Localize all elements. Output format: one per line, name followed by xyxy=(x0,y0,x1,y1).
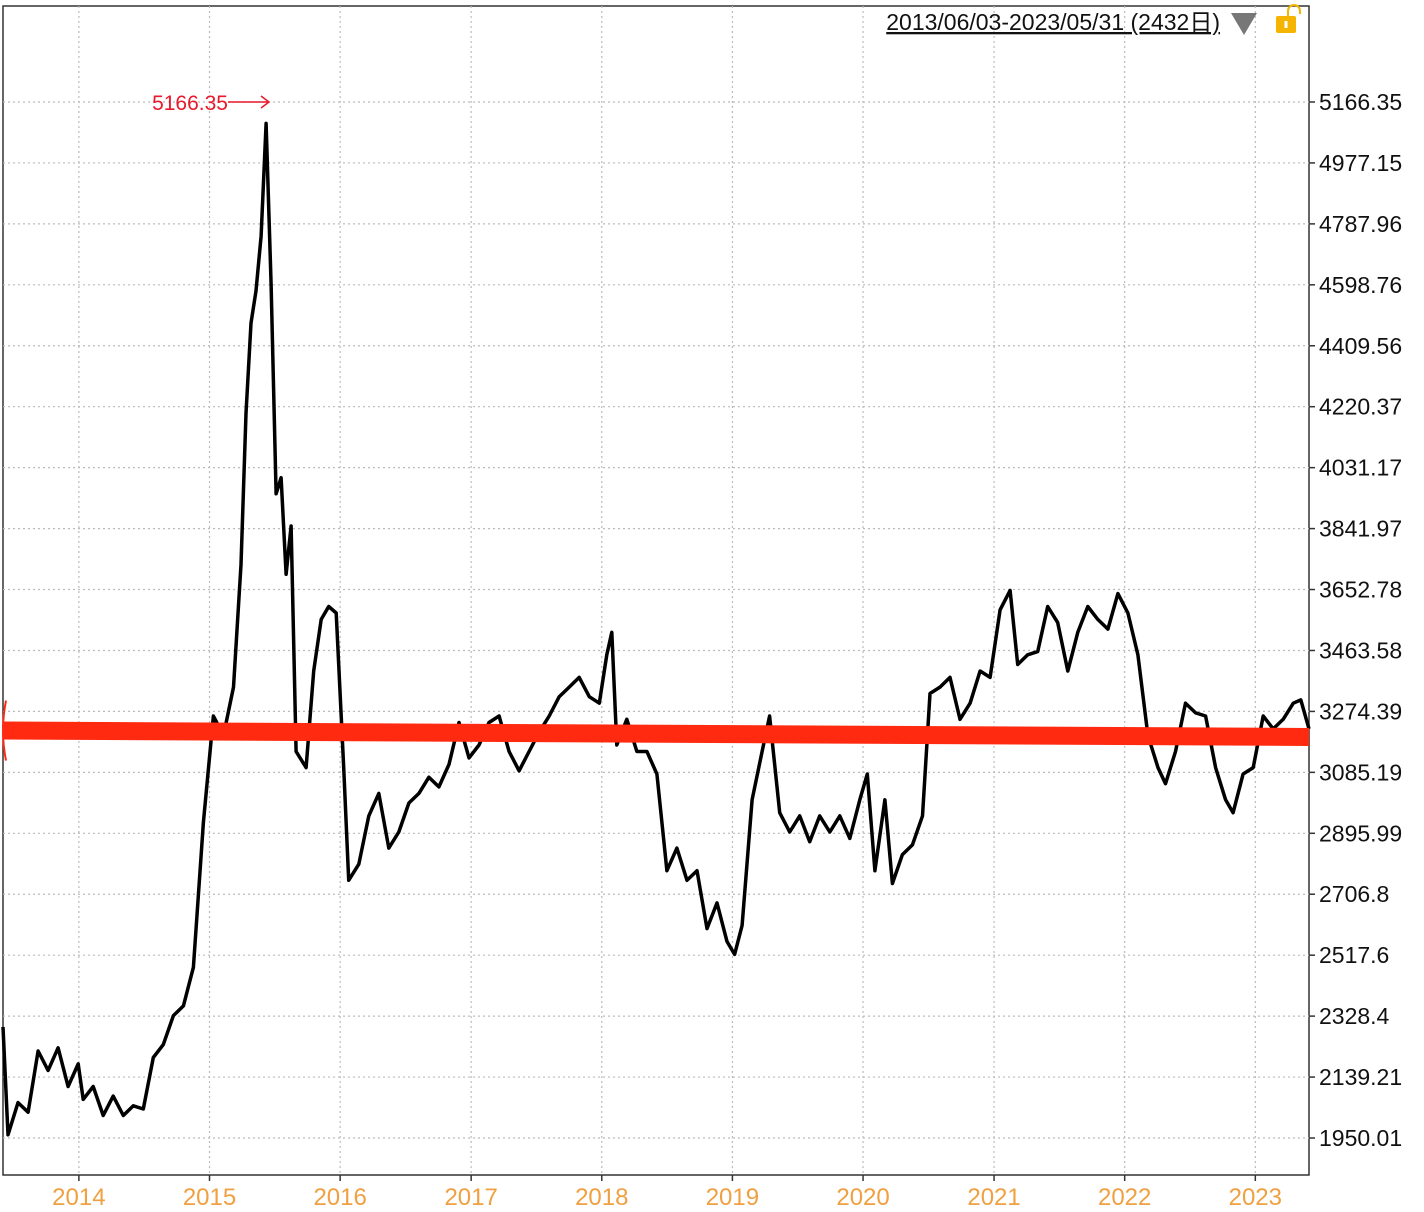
x-tick-label: 2022 xyxy=(1098,1184,1151,1211)
lock-keyhole xyxy=(1284,21,1288,28)
y-tick-label: 3085.19 xyxy=(1319,759,1402,785)
lock-shackle xyxy=(1287,4,1301,16)
y-tick-label: 4787.96 xyxy=(1319,211,1402,237)
unlocked-padlock-icon[interactable] xyxy=(1276,4,1301,33)
triangle-down-icon[interactable] xyxy=(1231,13,1257,35)
y-tick-label: 3841.97 xyxy=(1319,516,1402,542)
y-tick-label: 2139.21 xyxy=(1319,1064,1402,1090)
y-axis-ticks: 5166.35 4977.15 4787.96 4598.76 4409.56 4220.… xyxy=(1309,89,1402,1151)
x-tick-label: 2014 xyxy=(52,1184,105,1211)
y-tick-label: 4409.56 xyxy=(1319,333,1402,359)
x-tick-label: 2020 xyxy=(836,1184,889,1211)
y-tick-label: 4598.76 xyxy=(1319,272,1402,298)
x-tick-label: 2015 xyxy=(183,1184,236,1211)
x-tick-label: 2023 xyxy=(1229,1184,1282,1211)
y-tick-label: 2706.8 xyxy=(1319,881,1389,907)
peak-annotation-label: 5166.35 xyxy=(152,92,228,115)
y-tick-label: 2517.6 xyxy=(1319,942,1389,968)
peak-annotation-arrow xyxy=(228,95,271,109)
x-tick-label: 2018 xyxy=(575,1184,628,1211)
trend-overlay-line[interactable] xyxy=(2,721,1310,746)
y-tick-label: 2895.99 xyxy=(1319,820,1402,846)
y-tick-label: 5166.35 xyxy=(1319,89,1402,115)
y-tick-label: 4031.17 xyxy=(1319,455,1402,481)
y-tick-label: 3274.39 xyxy=(1319,698,1402,724)
y-tick-label: 1950.01 xyxy=(1319,1125,1402,1151)
y-tick-label: 3652.78 xyxy=(1319,577,1402,603)
date-range-selector[interactable]: 2013/06/03-2023/05/31 (2432日) xyxy=(886,9,1220,35)
y-tick-label: 4977.15 xyxy=(1319,150,1402,176)
x-axis-ticks: 2014 2015 2016 2017 2018 2019 2020 2021 2022 2023 xyxy=(52,1175,1282,1211)
x-tick-label: 2021 xyxy=(967,1184,1020,1211)
x-tick-label: 2016 xyxy=(313,1184,366,1211)
trend-overlay-left-handle[interactable] xyxy=(2,700,7,761)
x-tick-label: 2017 xyxy=(444,1184,497,1211)
x-tick-label: 2019 xyxy=(706,1184,759,1211)
plot-frame xyxy=(2,5,1310,1176)
y-tick-label: 4220.37 xyxy=(1319,394,1402,420)
y-tick-label: 2328.4 xyxy=(1319,1003,1390,1029)
y-tick-label: 3463.58 xyxy=(1319,637,1402,663)
peak-annotation: 5166.35 xyxy=(152,92,271,115)
